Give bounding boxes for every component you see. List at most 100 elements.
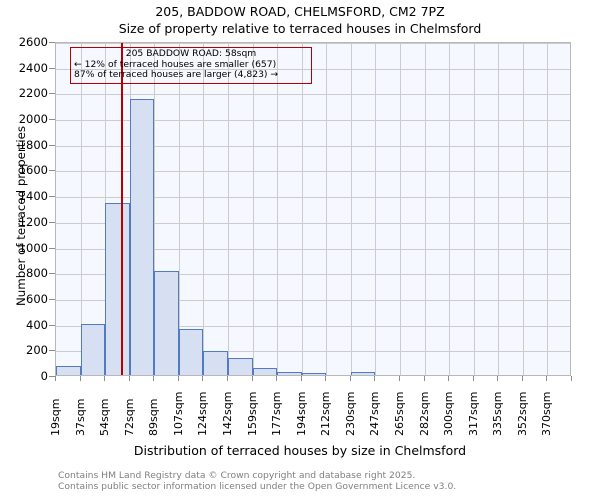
gridline-horizontal xyxy=(56,43,570,44)
x-axis-tick-label: 54sqm xyxy=(98,398,112,436)
gridline-vertical xyxy=(350,43,352,375)
bar xyxy=(301,373,327,375)
gridline-horizontal xyxy=(56,171,570,173)
bar xyxy=(350,371,376,375)
bar xyxy=(252,367,278,375)
annotation-line-1: 205 BADDOW ROAD: 58sqm xyxy=(125,48,257,59)
x-axis-tick-label: 335sqm xyxy=(491,391,505,436)
bar xyxy=(105,202,130,375)
x-axis-tick-mark xyxy=(571,376,572,381)
x-axis-tick-label: 352sqm xyxy=(515,391,529,436)
x-axis-tick-mark xyxy=(374,376,376,381)
gridline-vertical xyxy=(178,43,180,375)
bar xyxy=(56,366,81,375)
x-axis-tick-mark xyxy=(349,376,351,381)
gridline-horizontal xyxy=(56,274,570,276)
bar xyxy=(129,99,155,375)
chart-title-block: 205, BADDOW ROAD, CHELMSFORD, CM2 7PZ Si… xyxy=(0,4,600,37)
x-axis-tick-mark xyxy=(325,376,327,381)
x-axis-tick-mark xyxy=(153,376,155,381)
x-axis-tick-mark xyxy=(79,376,81,381)
footer-line-2: Contains public sector information licen… xyxy=(58,481,457,492)
gridline-horizontal xyxy=(56,351,570,353)
x-axis-tick-label: 142sqm xyxy=(221,391,234,436)
x-axis-tick-label: 37sqm xyxy=(73,398,87,436)
bar xyxy=(80,324,106,375)
x-axis-tick-label: 300sqm xyxy=(442,391,456,436)
y-axis-tick-label: 2600 xyxy=(18,35,48,49)
x-axis-tick-mark xyxy=(202,376,204,381)
gridline-vertical xyxy=(400,43,401,375)
x-axis-tick-label: 72sqm xyxy=(122,398,136,436)
x-axis-tick-label: 19sqm xyxy=(49,398,62,436)
x-axis-tick-label: 177sqm xyxy=(270,391,284,436)
x-axis-tick-mark xyxy=(128,376,130,381)
gridline-vertical xyxy=(522,43,524,375)
x-axis-tick-mark xyxy=(227,376,228,381)
gridline-horizontal xyxy=(56,94,570,96)
x-axis-tick-label: 212sqm xyxy=(319,391,333,436)
gridline-horizontal xyxy=(56,68,570,70)
plot-area xyxy=(55,42,571,376)
x-axis-tick-label: 282sqm xyxy=(417,391,431,436)
gridline-vertical xyxy=(80,43,82,375)
x-axis-tick-mark xyxy=(546,376,548,381)
x-axis-tick-label: 247sqm xyxy=(368,391,382,436)
gridline-horizontal xyxy=(56,120,570,122)
bar xyxy=(203,350,228,375)
gridline-vertical xyxy=(301,43,303,375)
x-axis-tick-mark xyxy=(497,376,499,381)
gridline-vertical xyxy=(449,43,451,375)
x-axis-tick-label: 265sqm xyxy=(393,391,406,436)
gridline-vertical xyxy=(375,43,377,375)
x-axis-tick-mark xyxy=(276,376,278,381)
annotation-box: 205 BADDOW ROAD: 58sqm ← 12% of terraced… xyxy=(70,47,312,84)
x-axis-title: Distribution of terraced houses by size … xyxy=(133,443,467,458)
annotation-line-3: 87% of terraced houses are larger (4,823… xyxy=(74,69,279,81)
x-axis-tick-label: 124sqm xyxy=(196,391,210,436)
x-axis-tick-mark xyxy=(521,376,523,381)
gridline-vertical xyxy=(154,43,156,375)
bar xyxy=(277,372,302,375)
x-axis-tick-mark xyxy=(300,376,302,381)
bar xyxy=(228,358,253,375)
x-axis-tick-mark xyxy=(177,376,179,381)
gridline-vertical xyxy=(326,43,328,375)
x-axis-tick-label: 370sqm xyxy=(540,391,554,436)
gridline-vertical xyxy=(498,43,500,375)
x-axis-tick-label: 159sqm xyxy=(245,391,259,436)
x-axis-tick-mark xyxy=(251,376,253,381)
x-axis-tick-label: 107sqm xyxy=(171,391,185,436)
bar xyxy=(154,270,179,375)
gridline-vertical xyxy=(547,43,549,375)
gridline-vertical xyxy=(228,43,229,375)
gridline-horizontal xyxy=(56,248,570,250)
x-axis-tick-mark xyxy=(448,376,450,381)
annotation-line-2: ← 12% of terraced houses are smaller (65… xyxy=(74,58,277,70)
page-title: 205, BADDOW ROAD, CHELMSFORD, CM2 7PZ xyxy=(155,4,445,19)
x-axis-tick-label: 230sqm xyxy=(343,391,357,436)
gridline-horizontal xyxy=(56,197,570,199)
x-axis-tick-mark xyxy=(55,376,56,381)
gridline-vertical xyxy=(424,43,426,375)
gridline-vertical xyxy=(473,43,475,375)
gridline-horizontal xyxy=(56,299,570,301)
gridline-horizontal xyxy=(56,145,570,147)
gridline-vertical xyxy=(252,43,254,375)
x-axis-tick-mark xyxy=(423,376,425,381)
x-axis-tick-label: 89sqm xyxy=(147,398,161,436)
footer-attribution: Contains HM Land Registry data © Crown c… xyxy=(58,470,598,492)
x-axis-tick-mark xyxy=(104,376,106,381)
gridline-horizontal xyxy=(56,222,570,224)
x-axis-tick-mark xyxy=(472,376,474,381)
property-marker-line xyxy=(120,43,123,375)
bar xyxy=(178,329,204,375)
x-axis-tick-label: 317sqm xyxy=(466,391,480,436)
y-axis-title: Number of terraced properties xyxy=(14,125,28,307)
gridline-vertical xyxy=(203,43,205,375)
footer-line-1: Contains HM Land Registry data © Crown c… xyxy=(58,470,416,481)
chart-subtitle: Size of property relative to terraced ho… xyxy=(118,21,482,36)
gridline-vertical xyxy=(277,43,279,375)
gridline-horizontal xyxy=(56,325,570,327)
